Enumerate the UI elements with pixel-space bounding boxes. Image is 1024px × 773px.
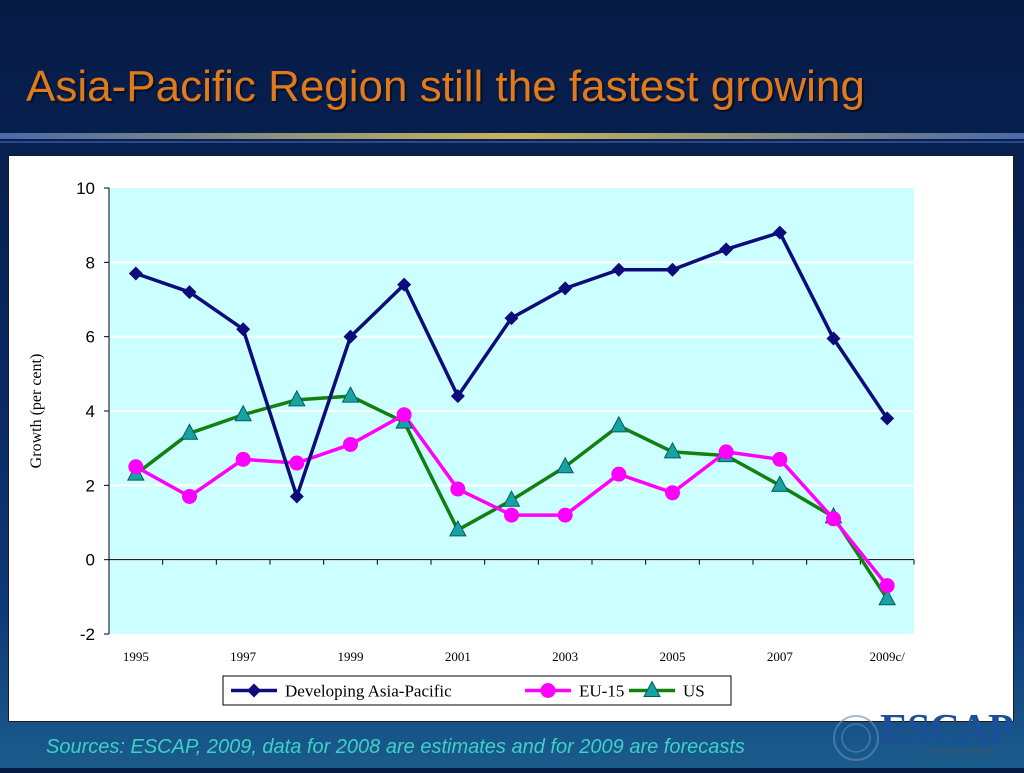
data-point [288, 389, 306, 407]
legend-marker [643, 680, 661, 697]
data-point [449, 519, 467, 537]
data-point [236, 322, 251, 337]
data-point [343, 436, 358, 452]
data-point [663, 441, 682, 459]
data-point [826, 511, 841, 527]
slide-title: Asia-Pacific Region still the fastest gr… [26, 62, 865, 111]
data-point [450, 389, 465, 404]
x-tick-label: 2009c/ [869, 649, 905, 664]
data-point [397, 277, 412, 292]
legend-marker [247, 683, 261, 698]
data-point [128, 266, 143, 281]
data-point [772, 225, 787, 240]
data-point [879, 578, 895, 594]
data-point [826, 331, 841, 346]
data-point [719, 242, 734, 257]
data-point [665, 262, 680, 277]
y-tick-label: 4 [86, 402, 95, 421]
data-point [450, 481, 466, 497]
data-point [289, 455, 305, 471]
y-axis-label: Growth (per cent) [28, 354, 45, 469]
data-point [772, 451, 788, 467]
y-tick-label: 6 [86, 328, 95, 347]
legend-marker [540, 683, 556, 698]
escap-logo-subtext: for Asia and the Pacific [930, 747, 996, 755]
sources-note: Sources: ESCAP, 2009, data for 2008 are … [46, 736, 745, 758]
un-emblem-icon [833, 715, 879, 761]
data-point [718, 444, 734, 460]
legend-label: US [683, 682, 705, 701]
x-tick-label: 2007 [767, 649, 794, 664]
x-tick-label: 1995 [123, 649, 149, 664]
y-tick-label: 10 [76, 179, 95, 198]
escap-logo-text: ESCAP [880, 707, 1014, 753]
data-point [341, 386, 360, 403]
x-tick-label: 2001 [445, 649, 471, 664]
chart-panel: -2 0 2 4 6 8 10 1995 1997 1999 2001 2003 2005 2007 200… [8, 155, 1014, 722]
data-point [235, 451, 251, 467]
data-point [611, 466, 627, 482]
data-point [770, 475, 789, 492]
x-tick-label: 1997 [230, 649, 257, 664]
y-tick-label: 0 [86, 551, 95, 570]
data-point [609, 415, 628, 433]
x-tick-label: 1999 [338, 649, 364, 664]
data-point [558, 281, 573, 296]
y-tick-label: 8 [86, 253, 95, 272]
y-tick-label: -2 [80, 625, 95, 644]
data-point [180, 423, 199, 440]
escap-logo [826, 702, 1024, 768]
data-point [128, 459, 144, 475]
data-point [665, 485, 680, 501]
y-tick-label: 2 [86, 476, 95, 495]
title-divider [0, 133, 1024, 139]
data-point [556, 456, 575, 474]
x-tick-label: 2005 [660, 649, 686, 664]
data-point [504, 507, 519, 523]
data-point [343, 329, 358, 344]
data-point [396, 407, 412, 423]
data-point [504, 311, 519, 326]
data-point [234, 404, 253, 422]
data-point [878, 588, 897, 606]
x-tick-label: 2003 [552, 649, 578, 664]
data-point [182, 285, 197, 300]
data-point [502, 490, 521, 507]
data-point [880, 411, 895, 426]
data-point [289, 489, 304, 504]
legend-label: Developing Asia-Pacific [285, 682, 452, 701]
growth-line-chart: -2 0 2 4 6 8 10 1995 1997 1999 2001 2003 2005 2007 200… [28, 179, 915, 706]
legend-label: EU-15 [579, 682, 624, 701]
title-divider-thin [0, 141, 1024, 143]
data-point [182, 488, 197, 504]
data-point [611, 262, 626, 277]
data-point [557, 507, 573, 523]
